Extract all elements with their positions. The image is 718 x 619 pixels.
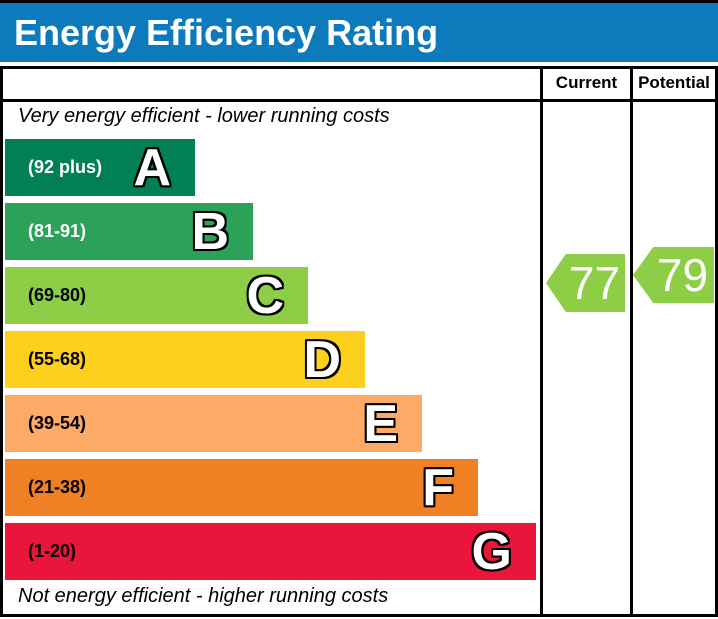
current-rating-arrow: 77 — [546, 254, 625, 312]
note-not-efficient: Not energy efficient - higher running co… — [18, 585, 389, 607]
potential-rating-arrow: 79 — [633, 247, 714, 303]
band-f-range: (21-38) — [28, 477, 87, 497]
band-b: (81-91) B — [5, 203, 253, 261]
current-column-header: Current — [555, 73, 618, 92]
band-e-letter: E — [363, 395, 398, 453]
header-row-divider — [0, 99, 718, 102]
band-d-letter: D — [303, 331, 341, 389]
band-f: (21-38) F — [5, 459, 478, 517]
band-a: (92 plus) A — [5, 139, 195, 197]
title-bar: Energy Efficiency Rating — [0, 0, 718, 62]
band-b-range: (81-91) — [28, 221, 87, 241]
potential-column-header: Potential — [638, 73, 710, 92]
band-c-letter: C — [246, 267, 284, 325]
band-a-range: (92 plus) — [28, 157, 103, 177]
band-b-letter: B — [191, 203, 229, 261]
band-g-range: (1-20) — [28, 541, 77, 561]
band-d-range: (55-68) — [28, 349, 87, 369]
note-very-efficient: Very energy efficient - lower running co… — [18, 105, 390, 127]
band-e: (39-54) E — [5, 395, 422, 453]
potential-rating-value: 79 — [656, 249, 709, 301]
band-c-range: (69-80) — [28, 285, 87, 305]
current-rating-value: 77 — [568, 257, 621, 309]
band-c: (69-80) C — [5, 267, 308, 325]
band-f-letter: F — [422, 459, 454, 517]
band-a-letter: A — [133, 139, 171, 197]
current-column-divider — [540, 66, 543, 617]
page-title: Energy Efficiency Rating — [14, 11, 439, 53]
band-d: (55-68) D — [5, 331, 365, 389]
band-g: (1-20) G — [5, 523, 536, 581]
band-e-range: (39-54) — [28, 413, 87, 433]
potential-column-divider — [630, 66, 633, 617]
band-g-letter: G — [471, 523, 512, 581]
